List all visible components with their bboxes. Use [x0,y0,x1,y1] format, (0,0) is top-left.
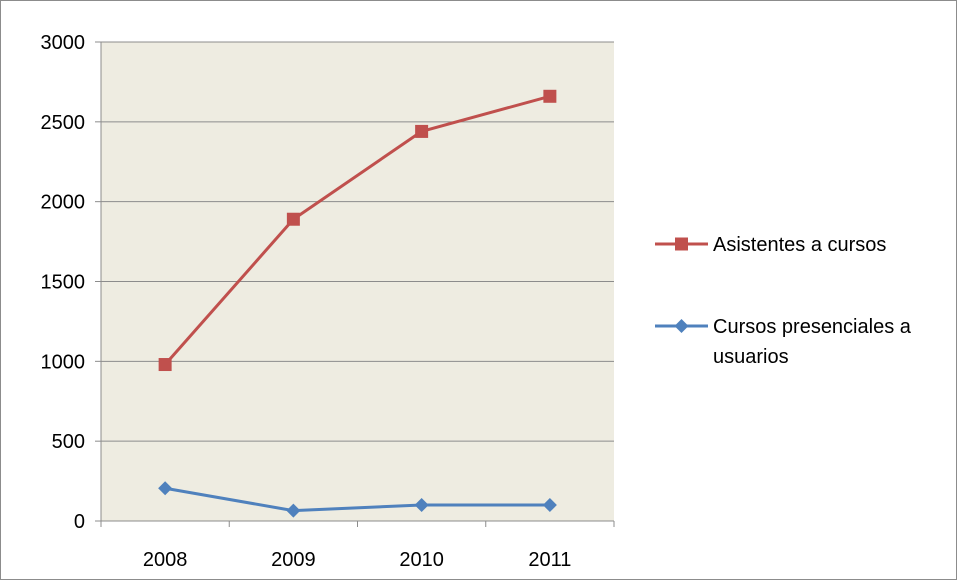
data-point-marker [286,212,300,226]
series-line [163,94,552,367]
x-axis-tick-labels: 2008 2009 2010 2011 [143,549,572,571]
data-point-marker [158,481,173,496]
y-tick-label: 2500 [41,112,86,134]
series-1 [158,89,557,372]
data-point-marker [414,498,429,513]
legend-label: Asistentes a cursos [713,234,886,256]
legend: Asistentes a cursos Cursos presenciales a… [655,234,912,368]
data-point-marker [415,124,429,138]
y-axis-tick-labels: 0 500 1000 1500 2000 2500 3000 [41,32,86,533]
data-point-marker [286,503,301,518]
legend-entry-2: Cursos presenciales a usuarios [655,316,912,368]
axes [95,41,615,527]
legend-label: usuarios [713,346,789,368]
x-tick-label: 2008 [143,549,188,571]
series-2 [158,481,557,518]
legend-marker [675,237,688,251]
data-point-marker [543,89,557,103]
gridlines [101,41,614,442]
y-tick-label: 1500 [41,272,86,294]
data-point-marker [158,358,172,372]
y-tick-label: 500 [52,431,85,453]
x-tick-label: 2010 [399,549,444,571]
series [158,89,557,518]
series-line [163,486,552,513]
y-tick-label: 1000 [41,351,86,373]
legend-label: Cursos presenciales a [713,316,912,338]
y-tick-label: 3000 [41,32,86,54]
data-point-marker [542,498,557,513]
x-tick-label: 2009 [271,549,316,571]
legend-entry-1: Asistentes a cursos [655,234,886,256]
y-tick-label: 2000 [41,192,86,214]
x-tick-label: 2011 [528,549,571,571]
legend-marker [674,319,689,333]
y-tick-label: 0 [74,511,85,533]
